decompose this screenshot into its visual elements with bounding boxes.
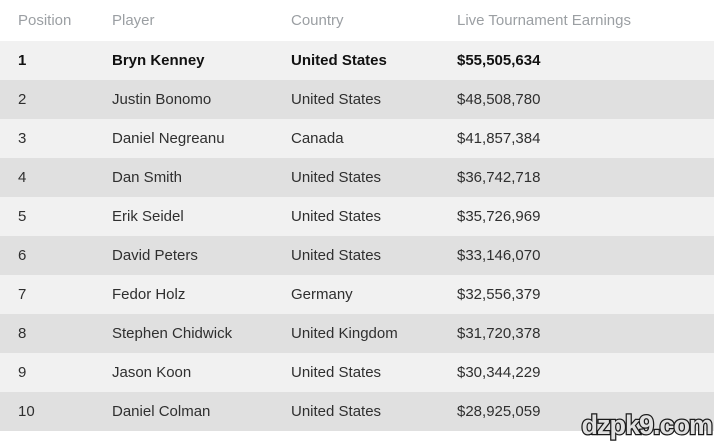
cell-earnings: $33,146,070 (457, 247, 541, 264)
table-row: 2 Justin Bonomo United States $48,508,78… (0, 80, 714, 119)
cell-earnings: $48,508,780 (457, 91, 541, 108)
col-header-position: Position (18, 12, 72, 29)
table-row: 7 Fedor Holz Germany $32,556,379 (0, 275, 714, 314)
table-row: 1 Bryn Kenney United States $55,505,634 (0, 41, 714, 80)
cell-position: 7 (18, 286, 27, 303)
cell-country: United States (291, 208, 382, 225)
cell-earnings: $36,742,718 (457, 169, 541, 186)
cell-player: Dan Smith (112, 169, 183, 186)
cell-earnings: $35,726,969 (457, 208, 541, 225)
cell-earnings: $41,857,384 (457, 130, 541, 147)
cell-country: United States (291, 403, 382, 420)
table-body: 1 Bryn Kenney United States $55,505,634 … (0, 41, 714, 431)
table-row: 5 Erik Seidel United States $35,726,969 (0, 197, 714, 236)
cell-position: 5 (18, 208, 27, 225)
cell-earnings: $30,344,229 (457, 364, 541, 381)
cell-player: David Peters (112, 247, 198, 264)
table-row: 10 Daniel Colman United States $28,925,0… (0, 392, 714, 431)
cell-player: Bryn Kenney (112, 52, 205, 69)
watermark-logo: dzpk9.com (580, 410, 714, 440)
cell-player: Stephen Chidwick (112, 325, 233, 342)
cell-country: United States (291, 91, 382, 108)
table-row: 3 Daniel Negreanu Canada $41,857,384 (0, 119, 714, 158)
cell-country: United States (291, 247, 382, 264)
cell-country: Germany (291, 286, 353, 303)
earnings-table: Position Player Country Live Tournament … (0, 0, 714, 431)
cell-earnings: $31,720,378 (457, 325, 541, 342)
cell-country: United Kingdom (291, 325, 398, 342)
col-header-player: Player (112, 12, 155, 29)
cell-position: 6 (18, 247, 27, 264)
cell-position: 1 (18, 52, 27, 69)
cell-position: 9 (18, 364, 27, 381)
cell-player: Daniel Negreanu (112, 130, 225, 147)
col-header-earnings: Live Tournament Earnings (457, 12, 631, 29)
cell-player: Justin Bonomo (112, 91, 212, 108)
cell-earnings: $32,556,379 (457, 286, 541, 303)
cell-country: United States (291, 52, 387, 69)
cell-position: 8 (18, 325, 27, 342)
table-header-row: Position Player Country Live Tournament … (0, 0, 714, 41)
table-row: 9 Jason Koon United States $30,344,229 (0, 353, 714, 392)
cell-earnings: $28,925,059 (457, 403, 541, 420)
cell-player: Fedor Holz (112, 286, 186, 303)
cell-position: 2 (18, 91, 27, 108)
cell-country: United States (291, 364, 382, 381)
table-row: 8 Stephen Chidwick United Kingdom $31,72… (0, 314, 714, 353)
col-header-country: Country (291, 12, 344, 29)
cell-player: Jason Koon (112, 364, 192, 381)
table-row: 6 David Peters United States $33,146,070 (0, 236, 714, 275)
cell-country: Canada (291, 130, 344, 147)
cell-earnings: $55,505,634 (457, 52, 541, 69)
cell-country: United States (291, 169, 382, 186)
cell-player: Daniel Colman (112, 403, 211, 420)
cell-position: 3 (18, 130, 27, 147)
cell-position: 4 (18, 169, 27, 186)
cell-player: Erik Seidel (112, 208, 184, 225)
table-row: 4 Dan Smith United States $36,742,718 (0, 158, 714, 197)
cell-position: 10 (18, 403, 35, 420)
